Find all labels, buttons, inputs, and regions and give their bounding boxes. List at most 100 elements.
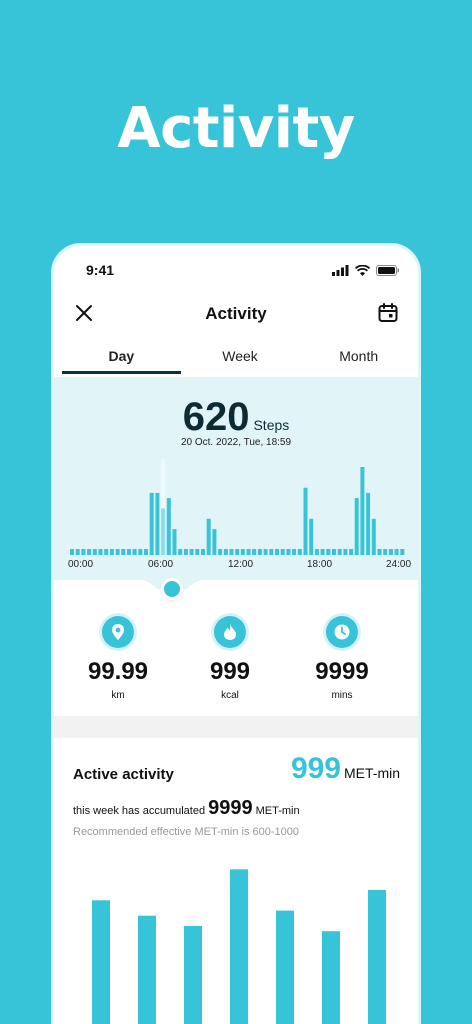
day-bar xyxy=(206,518,211,555)
section-divider xyxy=(54,716,418,738)
day-bar xyxy=(354,498,359,555)
calendar-icon[interactable] xyxy=(376,301,400,325)
stat-calories: 999 kcal xyxy=(180,616,280,701)
met-total: 999 MET-min xyxy=(291,752,400,786)
day-bar xyxy=(388,549,393,555)
steps-value: 620 xyxy=(182,395,250,439)
day-bar xyxy=(218,549,223,555)
day-bar xyxy=(189,549,194,555)
day-bar xyxy=(332,549,336,555)
timestamp: 20 Oct. 2022, Tue, 18:59 xyxy=(180,437,292,448)
page-title: Activity xyxy=(205,304,267,323)
clock-icon xyxy=(326,616,358,648)
day-bar xyxy=(161,508,166,555)
day-bar xyxy=(263,549,268,555)
steps-summary: 620 Steps xyxy=(54,395,418,440)
stats-row: 99.99 km 999 kcal 9999 mins xyxy=(54,616,418,706)
day-bar xyxy=(132,549,137,555)
day-bar xyxy=(223,549,228,555)
x-tick-label: 18:00 xyxy=(307,559,333,570)
day-bar xyxy=(377,549,382,555)
day-bar xyxy=(309,518,314,555)
day-bar xyxy=(383,549,388,555)
battery-icon xyxy=(376,265,399,276)
tab-week[interactable]: Week xyxy=(222,348,258,364)
day-bar xyxy=(235,549,240,555)
tab-month[interactable]: Month xyxy=(339,348,379,364)
day-bar xyxy=(252,549,257,555)
close-icon[interactable] xyxy=(72,301,96,325)
week-bar xyxy=(230,869,248,1024)
week-bars: SUNMONTUEWEDTHUFRISAT xyxy=(92,869,386,1024)
day-bar xyxy=(337,549,342,555)
day-bar xyxy=(166,498,171,555)
active-activity-title: Active activity xyxy=(73,766,174,783)
day-bar xyxy=(257,549,262,555)
day-bar xyxy=(349,549,354,555)
week-bar xyxy=(138,915,156,1024)
day-bar xyxy=(87,549,92,555)
location-pin-icon xyxy=(102,616,134,648)
day-bar xyxy=(104,549,109,555)
day-bar xyxy=(178,549,183,555)
phone-frame: 9:41 Activity xyxy=(51,243,421,1024)
slider-track xyxy=(54,580,418,610)
day-bar xyxy=(201,549,205,555)
tab-day[interactable]: Day xyxy=(62,344,181,374)
day-bar xyxy=(115,549,120,555)
day-bar xyxy=(212,529,217,555)
day-bar xyxy=(121,549,126,555)
day-bar xyxy=(81,549,86,555)
day-bar xyxy=(360,467,365,555)
hero-title: Activity xyxy=(117,96,355,161)
weekly-met-chart: SUNMONTUEWEDTHUFRISAT xyxy=(54,856,418,1024)
time-slider-handle[interactable] xyxy=(161,578,183,600)
accumulated-value: 9999 xyxy=(208,797,253,819)
day-bar xyxy=(371,518,376,555)
day-bar xyxy=(126,549,131,555)
week-bar xyxy=(184,926,202,1024)
day-bar xyxy=(138,549,143,555)
day-bar xyxy=(326,549,331,555)
day-bar xyxy=(280,549,285,555)
daily-steps-chart: 620 Steps 20 Oct. 2022, Tue, 18:59 00:00 0… xyxy=(54,377,418,589)
x-tick-label: 06:00 xyxy=(148,559,174,570)
day-bar xyxy=(303,487,308,555)
calories-unit: kcal xyxy=(221,690,239,701)
week-bar xyxy=(276,910,294,1024)
day-bar xyxy=(155,492,160,555)
stat-distance: 99.99 km xyxy=(68,616,168,701)
day-bar xyxy=(275,549,279,555)
day-bar xyxy=(144,549,148,555)
day-bar xyxy=(246,549,251,555)
x-tick-label: 24:00 xyxy=(386,559,412,570)
status-icons xyxy=(332,265,400,276)
day-bar xyxy=(75,549,80,555)
distance-value: 99.99 xyxy=(87,658,149,685)
day-bar xyxy=(320,549,325,555)
met-value: 999 xyxy=(290,752,341,785)
weekly-accumulated: this week has accumulated 9999 MET-min xyxy=(73,797,300,820)
signal-icon xyxy=(332,265,349,276)
day-bar xyxy=(269,549,274,555)
duration-unit: mins xyxy=(331,690,353,701)
day-bar xyxy=(394,549,399,555)
duration-value: 9999 xyxy=(315,658,369,685)
nav-bar: Activity xyxy=(54,296,418,330)
week-bar xyxy=(368,889,386,1024)
day-bar xyxy=(92,549,97,555)
day-bar xyxy=(297,549,302,555)
day-bar xyxy=(149,492,154,555)
day-bar xyxy=(70,549,74,555)
day-bar xyxy=(286,549,291,555)
selected-hour-highlight xyxy=(161,459,166,555)
day-bar xyxy=(343,549,348,555)
status-time: 9:41 xyxy=(86,262,115,278)
day-bar xyxy=(183,549,188,555)
status-bar: 9:41 xyxy=(54,262,418,282)
wifi-icon xyxy=(355,265,370,276)
day-bar xyxy=(172,529,177,555)
met-unit: MET-min xyxy=(344,765,400,781)
day-bar xyxy=(109,549,114,555)
day-bar xyxy=(292,549,297,555)
